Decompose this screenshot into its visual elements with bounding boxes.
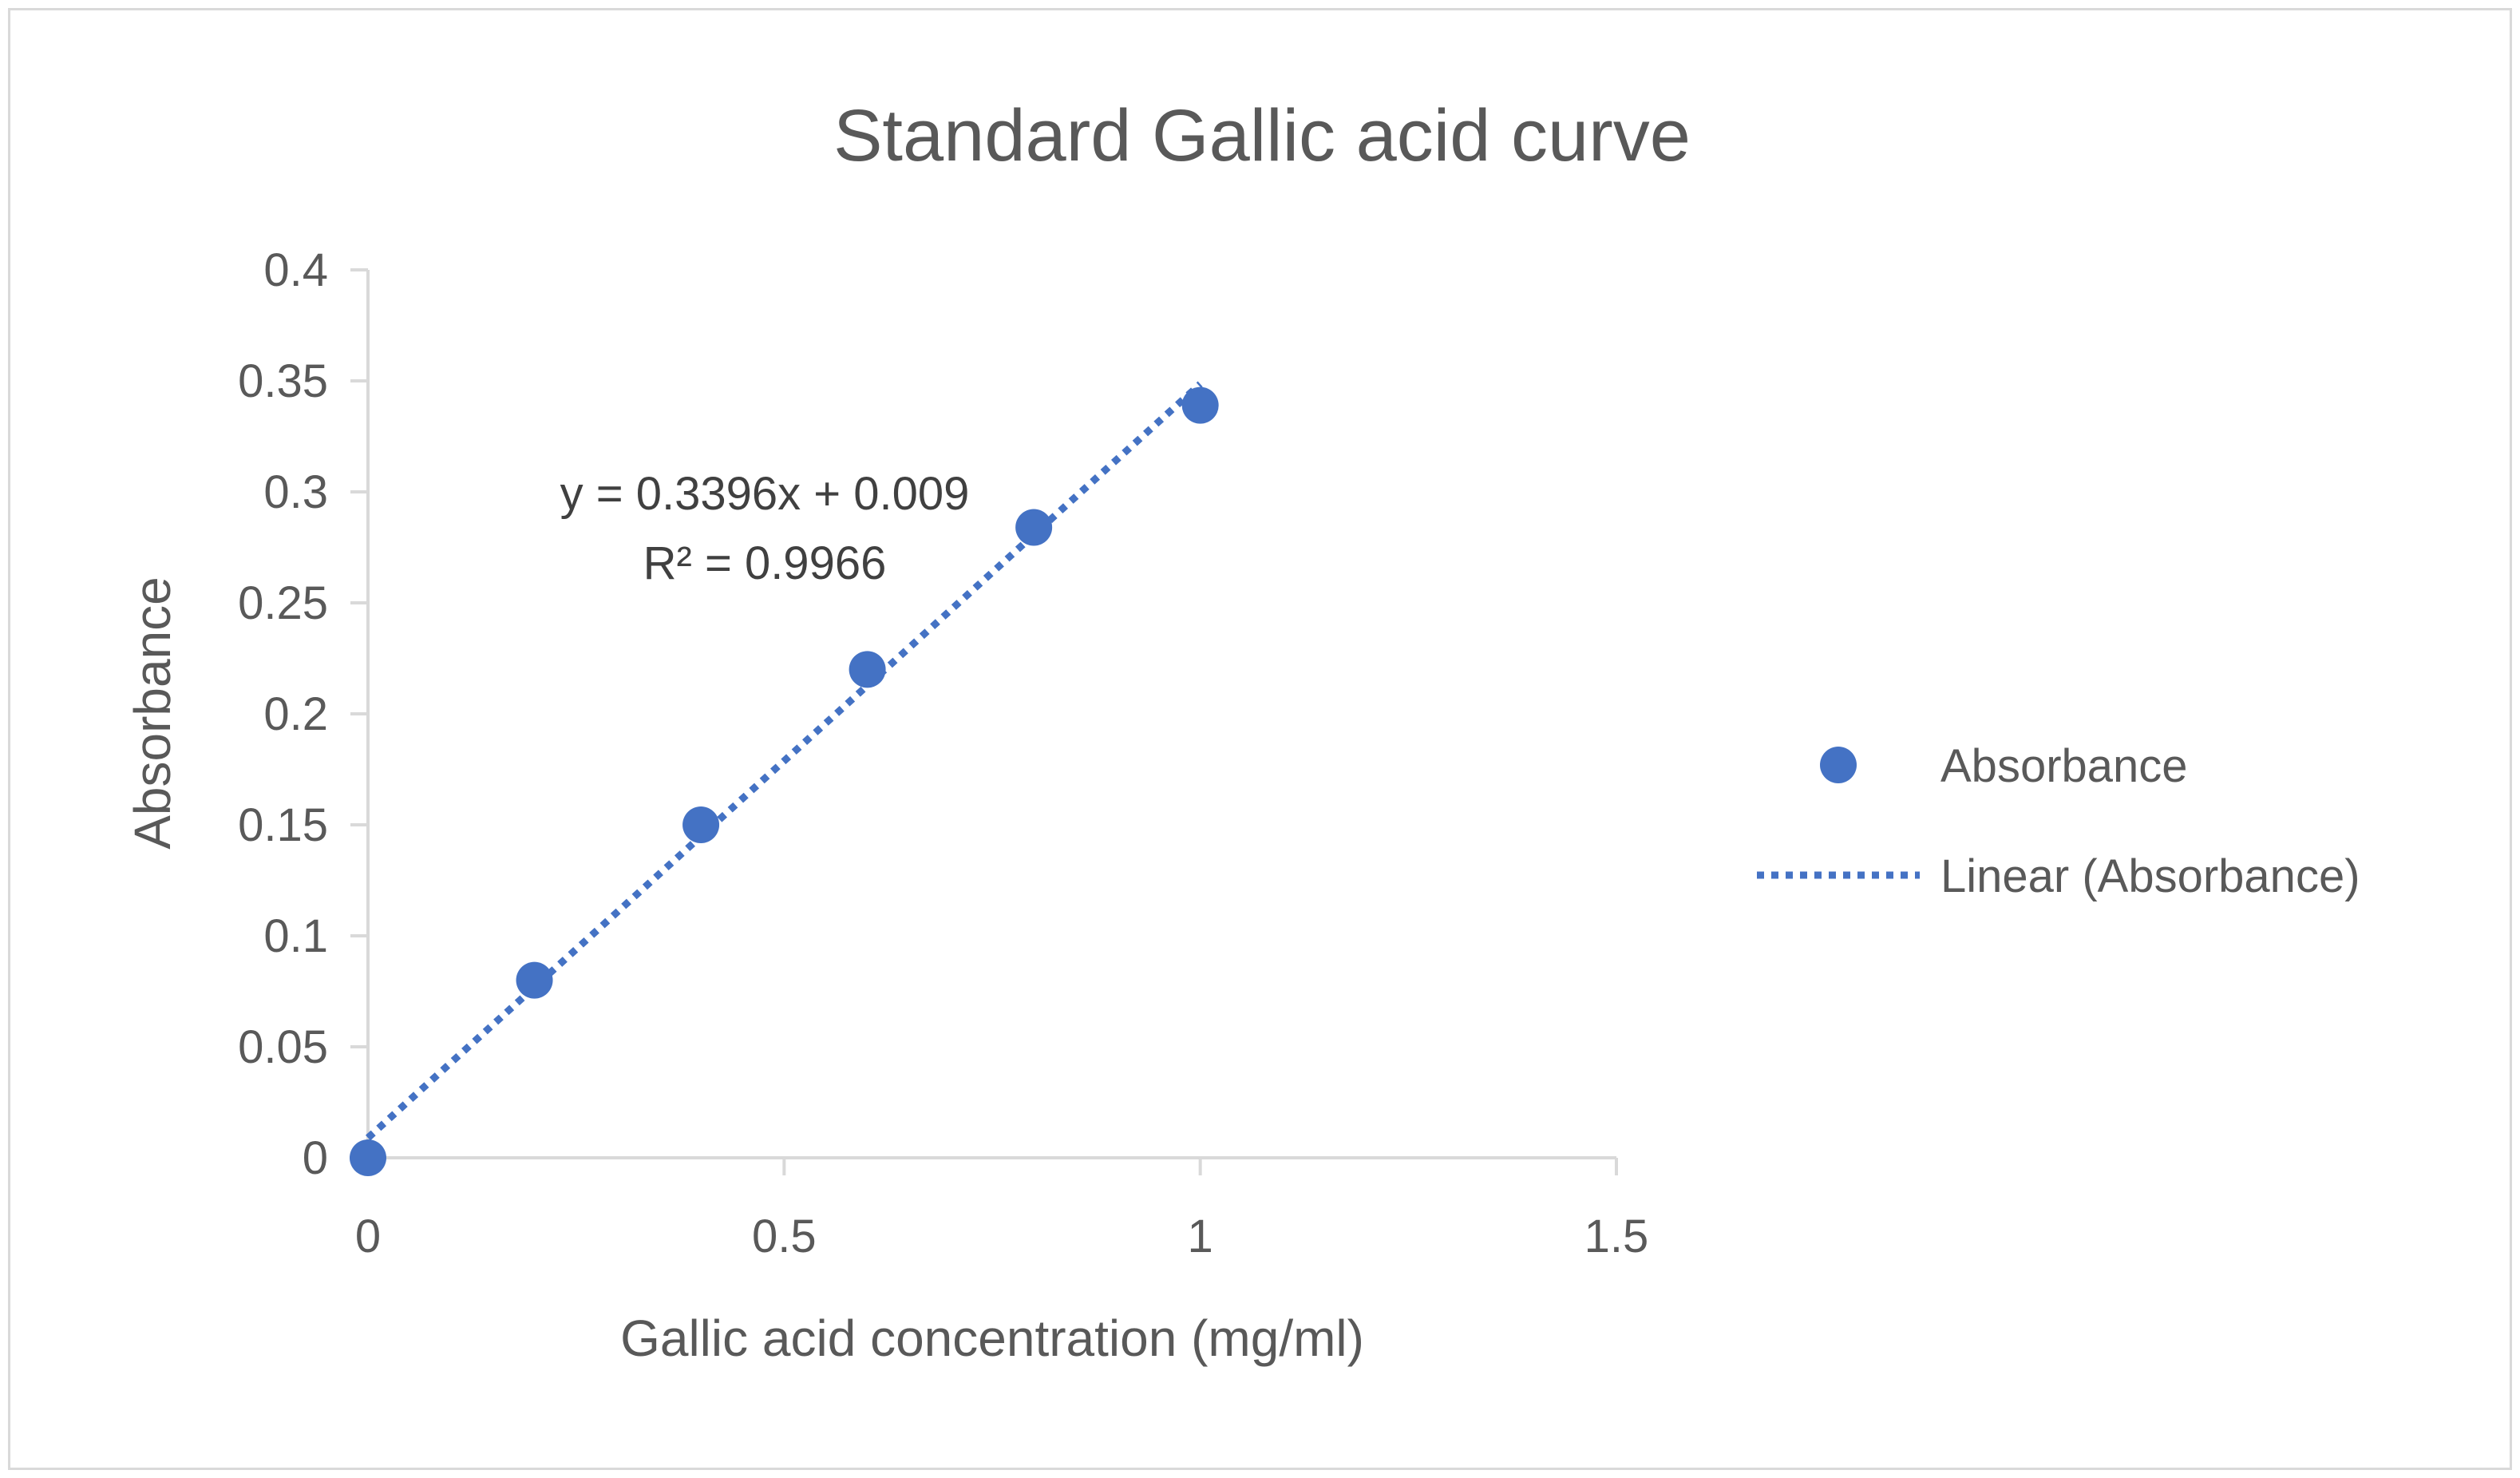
legend-label-linear: Linear (Absorbance): [1940, 850, 2360, 902]
x-tick-label: 0: [355, 1211, 381, 1262]
legend: Absorbance Linear (Absorbance): [1757, 740, 2360, 902]
x-axis-title: Gallic acid concentration (mg/ml): [620, 1310, 1364, 1367]
data-point: [1181, 386, 1219, 424]
y-tick-label: 0.4: [263, 244, 328, 296]
axis-ticks: 0 0.05 0.1 0.15 0.2 0.25 0.3 0.35 0.4 0 0.5 1 1.5: [238, 244, 1648, 1262]
legend-marker-absorbance: [1820, 747, 1857, 783]
x-tick-label: 0.5: [752, 1211, 817, 1262]
data-point: [849, 651, 886, 688]
r-squared-label: R² = 0.9966: [643, 537, 887, 589]
x-tick-label: 1.5: [1584, 1211, 1649, 1262]
axes: [366, 270, 1616, 1159]
legend-label-absorbance: Absorbance: [1940, 740, 2188, 792]
data-point: [350, 1139, 386, 1176]
chart-frame: Standard Gallic acid curve 0 0.05 0.1 0.15 0…: [8, 8, 2512, 1470]
y-tick-label: 0.05: [238, 1021, 328, 1073]
y-tick-label: 0.1: [263, 910, 328, 962]
data-point: [1015, 509, 1053, 546]
trendline-equation: y = 0.3396x + 0.009: [560, 468, 970, 520]
y-axis-title: Absorbance: [124, 577, 181, 850]
data-point: [682, 806, 720, 843]
scatter-chart: Standard Gallic acid curve 00.050.10.150…: [124, 95, 2360, 1367]
data-point: [516, 961, 553, 999]
trendline-layer: [365, 381, 1203, 1141]
linear-trendline: [365, 381, 1203, 1141]
y-tick-label: 0.35: [238, 355, 328, 407]
y-tick-label: 0.2: [263, 688, 328, 740]
data-points: [350, 386, 1219, 1176]
y-tick-label: 0.25: [238, 577, 328, 629]
y-tick-label: 0.15: [238, 799, 328, 851]
y-tick-label: 0: [303, 1132, 328, 1184]
chart-title: Standard Gallic acid curve: [833, 95, 1691, 176]
x-tick-label: 1: [1188, 1211, 1213, 1262]
y-tick-label: 0.3: [263, 466, 328, 518]
